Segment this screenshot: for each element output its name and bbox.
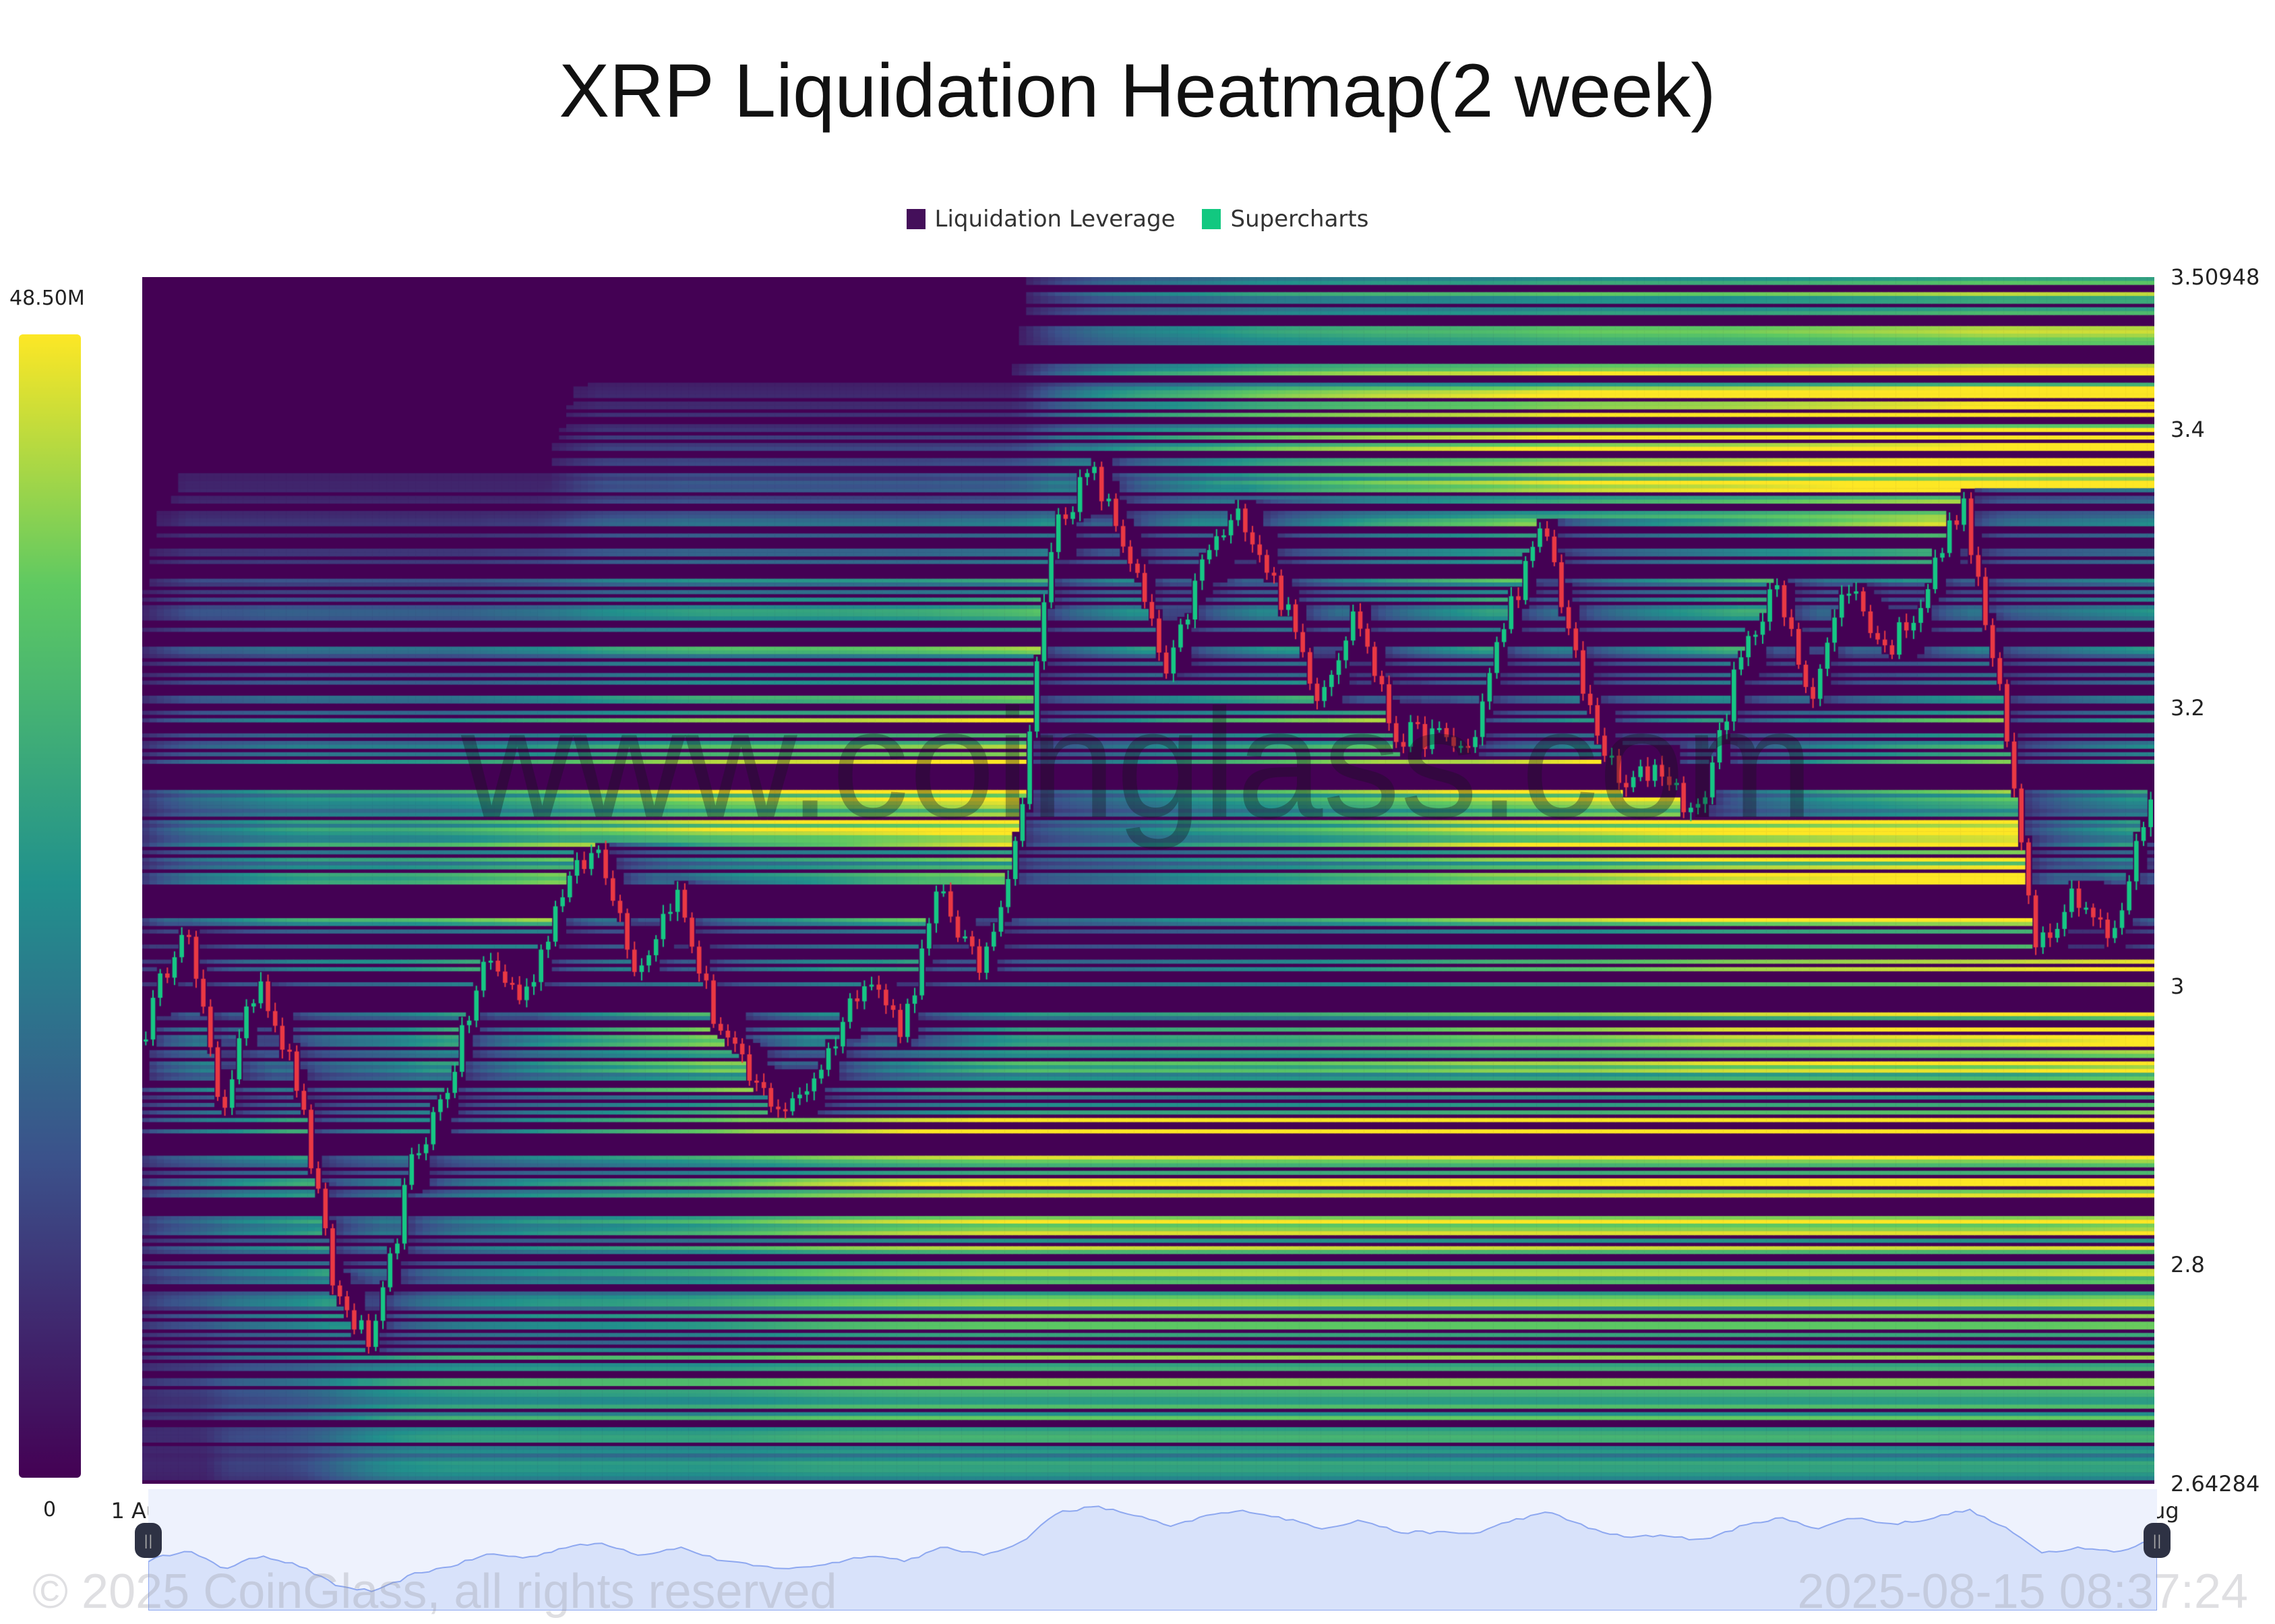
navigator[interactable]: || || bbox=[135, 1489, 2171, 1611]
navigator-series bbox=[148, 1505, 2157, 1611]
navigator-area bbox=[148, 1505, 2157, 1611]
navigator-left-handle[interactable]: || bbox=[135, 1523, 162, 1558]
y-tick-label: 3.2 bbox=[2171, 695, 2205, 721]
colorbar-max-label: 48.50M bbox=[9, 287, 85, 310]
legend-label: Supercharts bbox=[1230, 206, 1369, 233]
heatmap-plot[interactable] bbox=[142, 277, 2154, 1484]
legend-item-supercharts[interactable]: Supercharts bbox=[1202, 206, 1368, 233]
heatmap-canvas bbox=[142, 277, 2154, 1484]
legend-swatch bbox=[1202, 209, 1221, 229]
copyright: © 2025 CoinGlass, all rights reserved bbox=[32, 1565, 837, 1619]
colorbar-min-label: 0 bbox=[43, 1498, 57, 1522]
legend: Liquidation Leverage Supercharts bbox=[0, 206, 2275, 233]
legend-item-liquidation-leverage[interactable]: Liquidation Leverage bbox=[906, 206, 1176, 233]
y-tick-label: 3.50948 bbox=[2171, 264, 2260, 290]
colorbar[interactable] bbox=[19, 334, 81, 1478]
y-tick-label: 3.4 bbox=[2171, 417, 2205, 443]
legend-label: Liquidation Leverage bbox=[934, 206, 1176, 233]
y-tick-label: 2.64284 bbox=[2171, 1471, 2260, 1497]
y-tick-label: 2.8 bbox=[2171, 1252, 2205, 1278]
chart-title: XRP Liquidation Heatmap(2 week) bbox=[559, 49, 1716, 133]
navigator-right-handle[interactable]: || bbox=[2144, 1523, 2171, 1558]
legend-swatch bbox=[906, 209, 926, 229]
y-tick-label: 3 bbox=[2171, 973, 2185, 1000]
timestamp: 2025-08-15 08:37:24 bbox=[1797, 1565, 2248, 1619]
